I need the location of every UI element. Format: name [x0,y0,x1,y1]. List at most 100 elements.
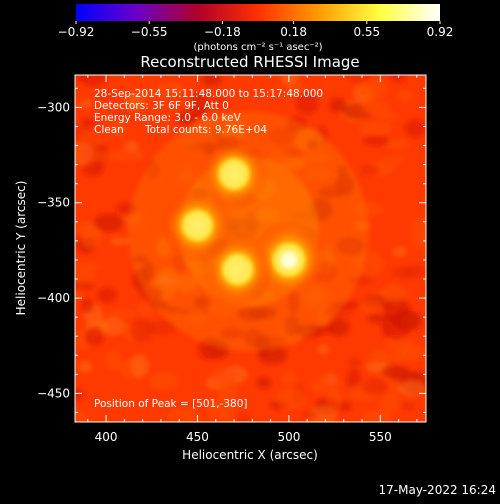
y-tick-label: −350 [37,196,70,210]
texture-blob [81,117,95,128]
texture-blob [276,387,306,410]
texture-blob [404,119,426,138]
texture-blob [400,344,426,362]
annotations: 28-Sep-2014 15:11:48.000 to 15:17:48.000… [94,88,323,410]
chart-title: Reconstructed RHESSI Image [140,53,359,71]
colorbar-tick-label: 0.18 [280,25,307,39]
texture-blob [149,371,179,391]
texture-blob [79,129,103,149]
texture-blob [301,411,318,420]
texture-blob [147,320,177,335]
texture-blob [384,139,410,150]
texture-blob [75,410,88,422]
colorbar-unit-label: (photons cm⁻² s⁻¹ asec⁻²) [193,42,322,53]
colorbar-tick-label: 0.55 [353,25,380,39]
texture-blob [381,364,409,379]
image-sources [161,136,328,308]
texture-blob [392,267,417,279]
annotation-date-range: 28-Sep-2014 15:11:48.000 to 15:17:48.000 [94,88,323,100]
colorbar-tick-label: −0.55 [131,25,168,39]
texture-blob [116,147,146,163]
texture-blob [370,348,387,366]
texture-blob [411,232,426,249]
texture-blob [359,120,392,136]
texture-blob [392,245,408,258]
texture-blob [317,344,330,355]
x-axis-ticks [87,75,418,422]
footer-date: 17-May-2022 16:24 [379,483,496,497]
texture-blob [201,75,222,87]
texture-blob [236,412,251,422]
texture-blob [326,388,343,412]
x-tick-label: 500 [277,430,300,444]
colorbar-tick-label: 0.92 [427,25,454,39]
texture-blob [93,213,125,233]
texture-blob [155,82,184,97]
texture-blob [217,380,239,401]
texture-blob [361,409,393,422]
texture-blob [78,75,108,87]
texture-blob [166,409,183,422]
texture-blob [176,110,197,127]
texture-blob [257,345,287,365]
texture-blob [100,316,126,336]
texture-blob [210,365,239,386]
texture-blob [112,120,126,137]
colorbar-tick-label: −0.92 [58,25,95,39]
x-tick-label: 550 [369,430,392,444]
texture-blob [81,225,103,249]
y-axis-ticks [75,87,426,413]
texture-blob [347,356,361,369]
annotation-total-counts: Total counts: 9.76E+04 [144,124,267,136]
texture-blob [137,89,158,99]
texture-blob [75,266,98,285]
texture-blob [84,327,105,347]
colorbar: −0.92 −0.55 −0.18 0.18 0.55 0.92 (photons cm⁻… [58,4,454,53]
colorbar-bar [76,4,440,21]
annotation-peak-position: Position of Peak = [501,-380] [94,398,248,410]
y-tick-label: −300 [37,100,70,114]
texture-blob [75,388,84,401]
texture-blob [106,348,122,372]
annotation-detectors: Detectors: 3F 6F 9F, Att 0 [94,100,229,112]
y-tick-label: −400 [37,291,70,305]
texture-blob [109,236,132,246]
texture-blob [75,262,103,271]
plot-frame [74,74,427,423]
texture-blob [285,81,307,93]
plot-image [75,75,426,422]
texture-blob [345,75,373,83]
texture-blob [78,99,93,108]
texture-blob [363,135,390,147]
annotation-algorithm: Clean [94,124,124,136]
texture-blob [308,405,338,422]
texture-blob [97,150,122,163]
texture-blob [256,376,272,389]
texture-blob [366,101,390,117]
source-core [219,159,249,190]
texture-blob [362,378,389,396]
texture-blob [77,360,93,373]
x-tick-label: 400 [95,430,118,444]
texture-blob [130,318,153,342]
texture-blob [80,297,94,314]
colorbar-tick-labels: −0.92 −0.55 −0.18 0.18 0.55 0.92 [58,25,454,39]
x-axis-label: Heliocentric X (arcsec) [182,448,318,462]
annotation-energy-range: Energy Range: 3.0 - 6.0 keV [94,112,242,124]
colorbar-ticks [75,21,441,24]
texture-blob [401,401,415,411]
texture-blob [327,318,350,337]
source-core [182,210,213,241]
x-axis-tick-labels: 400 450 500 550 [95,430,392,444]
texture-blob [191,91,211,114]
texture-blob [392,309,420,331]
texture-blob [281,370,297,386]
texture-blob [207,397,236,421]
source-core [222,254,253,285]
texture-blob [360,165,379,176]
texture-blob [210,95,229,110]
y-tick-label: −450 [37,386,70,400]
y-axis-label: Heliocentric Y (arcsec) [14,181,28,316]
texture-blob [77,145,100,166]
